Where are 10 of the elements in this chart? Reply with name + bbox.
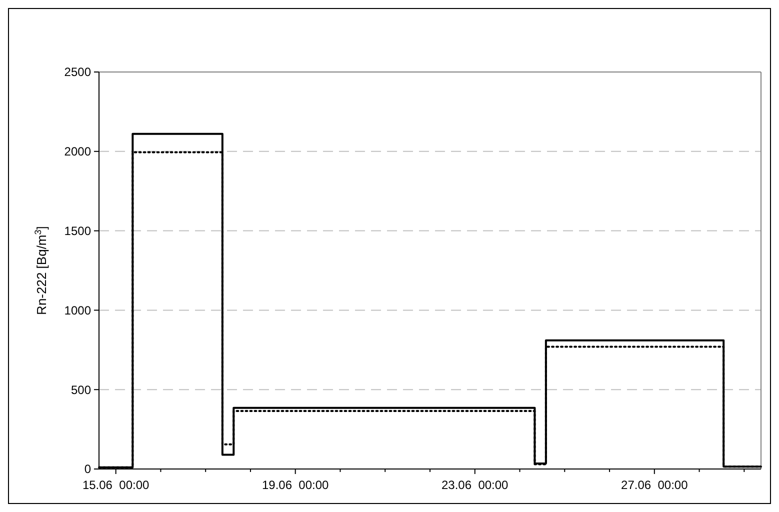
y-tick-label: 1500 bbox=[64, 224, 92, 238]
y-tick-label: 2000 bbox=[64, 144, 92, 159]
x-tick-label: 23.06 00:00 bbox=[442, 478, 509, 492]
x-tick-label: 27.06 00:00 bbox=[621, 478, 688, 492]
y-tick-label: 0 bbox=[84, 462, 92, 476]
y-tick-label: 2500 bbox=[64, 65, 92, 80]
y-tick-label: 1000 bbox=[64, 303, 92, 318]
y-tick-label: 500 bbox=[70, 382, 92, 397]
x-tick-label: 15.06 00:00 bbox=[82, 478, 150, 492]
x-tick-label: 19.06 00:00 bbox=[262, 478, 330, 492]
